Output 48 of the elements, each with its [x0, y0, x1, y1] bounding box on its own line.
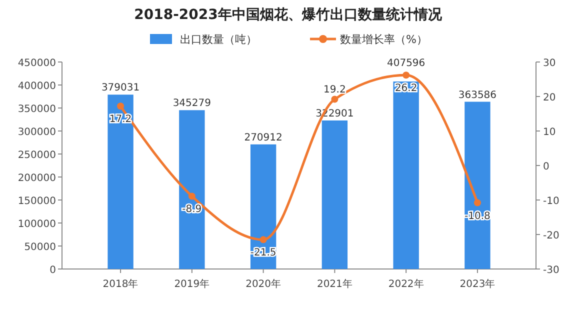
x-tick-label: 2020年 — [246, 278, 282, 290]
bar — [108, 94, 134, 269]
point — [117, 102, 124, 110]
y2-tick-label: -30 — [543, 265, 560, 276]
y-tick-label: 250000 — [18, 150, 56, 161]
x-tick-label: 2018年 — [102, 278, 138, 290]
chart-title: 2018-2023年中国烟花、爆竹出口数量统计情况 — [134, 6, 443, 23]
y-tick-label: 50000 — [24, 242, 56, 253]
data-label: 26.2 — [394, 83, 418, 94]
y-tick-label: 150000 — [18, 196, 56, 207]
y2-tick-label: 30 — [543, 58, 556, 69]
y2-tick-label: -10 — [543, 196, 560, 207]
legend-label: 数量增长率（%） — [340, 33, 428, 46]
data-label: -8.9 — [182, 204, 202, 216]
x-tick-label: 2022年 — [388, 278, 424, 290]
x-tick-label: 2023年 — [460, 278, 496, 290]
x-tick-label: 2021年 — [316, 278, 352, 290]
data-label: 345279 — [172, 98, 212, 110]
x-tick-label: 2019年 — [174, 278, 210, 290]
bar — [250, 144, 276, 269]
data-label: 270912 — [244, 132, 282, 144]
point — [260, 236, 267, 244]
y-tick-label: 300000 — [18, 127, 56, 138]
legend-label: 出口数量（吨） — [180, 33, 257, 46]
y-tick-label: 400000 — [18, 81, 56, 92]
bar — [179, 110, 205, 269]
data-label: -21.5 — [250, 248, 276, 259]
data-label: 19.2 — [324, 84, 346, 96]
data-label: 379031 — [101, 82, 140, 94]
data-label: 407596 — [386, 58, 426, 70]
point — [402, 72, 410, 79]
y2-tick-label: 0 — [543, 162, 550, 172]
y-tick-label: 100000 — [18, 219, 56, 230]
y2-tick-label: 20 — [543, 92, 556, 104]
bar — [464, 102, 490, 269]
point — [474, 199, 481, 206]
y-tick-label: 450000 — [18, 58, 56, 69]
bar — [322, 120, 348, 269]
data-label: -10.8 — [464, 210, 490, 222]
y-tick-label: 200000 — [18, 173, 56, 184]
point — [188, 192, 196, 200]
data-label: 363586 — [458, 90, 497, 101]
y-tick-label: 0 — [50, 265, 56, 276]
point — [331, 96, 338, 103]
y2-tick-label: -20 — [543, 230, 560, 242]
y-tick-label: 350000 — [18, 104, 56, 115]
y2-tick-label: 10 — [543, 127, 556, 138]
bar — [393, 82, 419, 269]
